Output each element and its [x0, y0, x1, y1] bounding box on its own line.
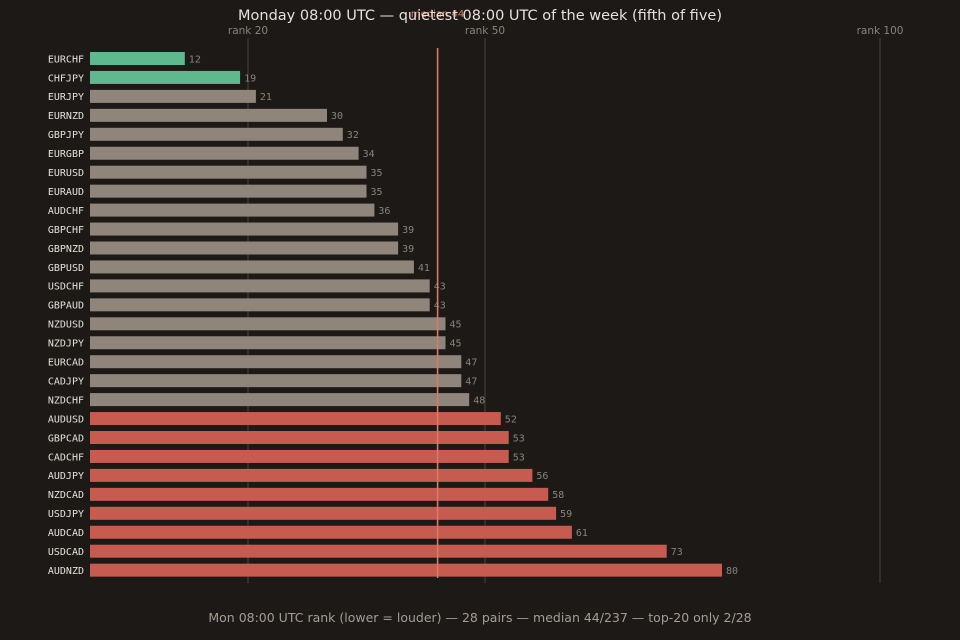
bar-cadchf [90, 449, 509, 463]
value-label-eurchf: 12 [189, 54, 201, 65]
reference-label-rank-100: rank 100 [857, 25, 904, 37]
value-label-gbpjpy: 32 [347, 130, 359, 141]
category-label-gbpusd: GBPUSD [48, 263, 84, 274]
value-label-nzdusd: 45 [450, 320, 462, 331]
bar-eurnzd [90, 108, 327, 122]
category-label-usdjpy: USDJPY [48, 509, 84, 520]
category-label-usdchf: USDCHF [48, 282, 84, 293]
bar-gbpjpy [90, 127, 343, 141]
chart-title: Monday 08:00 UTC — quietest 08:00 UTC of… [238, 8, 722, 24]
bar-nzdcad [90, 487, 549, 501]
value-label-usdcad: 73 [671, 547, 683, 558]
value-label-euraud: 35 [371, 187, 383, 198]
value-label-audcad: 61 [576, 528, 588, 539]
bar-nzdjpy [90, 336, 446, 350]
bar-audjpy [90, 468, 533, 482]
value-label-usdjpy: 59 [560, 509, 572, 520]
bar-eurgbp [90, 146, 359, 160]
bar-euraud [90, 184, 367, 198]
bar-audcad [90, 525, 572, 539]
category-label-audnzd: AUDNZD [48, 566, 84, 577]
category-label-eurnzd: EURNZD [48, 111, 84, 122]
bar-eurusd [90, 165, 367, 179]
value-label-cadchf: 53 [513, 452, 525, 463]
bar-usdchf [90, 279, 430, 293]
reference-label-rank-20: rank 20 [228, 25, 268, 37]
bar-chfjpy [90, 70, 241, 84]
category-label-audcad: AUDCAD [48, 528, 84, 539]
bar-usdjpy [90, 506, 557, 520]
category-label-gbpnzd: GBPNZD [48, 244, 84, 255]
bar-eurchf [90, 52, 185, 65]
bar-audchf [90, 203, 375, 217]
median-layer: median 44 [411, 9, 464, 578]
category-label-nzdchf: NZDCHF [48, 395, 84, 406]
category-label-eurjpy: EURJPY [48, 92, 84, 103]
value-label-eurcad: 47 [465, 358, 477, 369]
category-label-chfjpy: CHFJPY [48, 73, 84, 84]
category-label-audusd: AUDUSD [48, 414, 84, 425]
category-label-gbpchf: GBPCHF [48, 225, 84, 236]
category-label-gbpcad: GBPCAD [48, 433, 84, 444]
value-label-gbpchf: 39 [402, 225, 414, 236]
category-label-eurusd: EURUSD [48, 168, 84, 179]
value-label-gbpaud: 43 [434, 301, 446, 312]
value-label-eurgbp: 34 [363, 149, 375, 160]
category-label-eurcad: EURCAD [48, 358, 84, 369]
value-label-gbpcad: 53 [513, 433, 525, 444]
value-label-eurjpy: 21 [260, 92, 272, 103]
category-label-nzdusd: NZDUSD [48, 320, 84, 331]
value-label-audusd: 52 [505, 414, 517, 425]
value-label-audjpy: 56 [536, 471, 548, 482]
bar-cadjpy [90, 374, 462, 388]
value-label-audnzd: 80 [726, 566, 738, 577]
category-label-audjpy: AUDJPY [48, 471, 84, 482]
value-label-gbpnzd: 39 [402, 244, 414, 255]
bar-gbpcad [90, 431, 509, 444]
category-label-audchf: AUDCHF [48, 206, 84, 217]
bar-gbpchf [90, 222, 399, 236]
category-label-usdcad: USDCAD [48, 547, 84, 558]
value-label-eurnzd: 30 [331, 111, 343, 122]
bar-layer: EURCHF 12 CHFJPY 19 EURJPY 21 EURNZD 30 GBPJPY 32… [48, 52, 738, 577]
reference-label-rank-50: rank 50 [465, 25, 505, 37]
category-label-cadjpy: CADJPY [48, 376, 84, 387]
category-label-gbpaud: GBPAUD [48, 301, 84, 312]
value-label-nzdchf: 48 [473, 395, 485, 406]
value-label-usdchf: 43 [434, 282, 446, 293]
value-label-gbpusd: 41 [418, 263, 430, 274]
bar-gbpnzd [90, 241, 399, 255]
bar-usdcad [90, 544, 667, 558]
bar-eurjpy [90, 89, 256, 103]
bar-nzdchf [90, 393, 470, 407]
value-label-chfjpy: 19 [244, 73, 256, 84]
value-label-eurusd: 35 [371, 168, 383, 179]
bar-audnzd [90, 563, 722, 577]
value-label-nzdjpy: 45 [450, 339, 462, 350]
bar-gbpusd [90, 260, 414, 274]
chart-caption: Mon 08:00 UTC rank (lower = louder) — 28… [208, 610, 751, 625]
value-label-audchf: 36 [378, 206, 390, 217]
median-label: median 44 [411, 9, 464, 20]
category-label-gbpjpy: GBPJPY [48, 130, 84, 141]
category-label-eurchf: EURCHF [48, 54, 84, 65]
category-label-nzdjpy: NZDJPY [48, 339, 84, 350]
value-label-nzdcad: 58 [552, 490, 564, 501]
bar-audusd [90, 412, 501, 426]
value-label-cadjpy: 47 [465, 376, 477, 387]
category-label-nzdcad: NZDCAD [48, 490, 84, 501]
bar-eurcad [90, 355, 462, 369]
bar-nzdusd [90, 317, 446, 331]
bar-gbpaud [90, 298, 430, 312]
category-label-eurgbp: EURGBP [48, 149, 84, 160]
category-label-euraud: EURAUD [48, 187, 84, 198]
category-label-cadchf: CADCHF [48, 452, 84, 463]
